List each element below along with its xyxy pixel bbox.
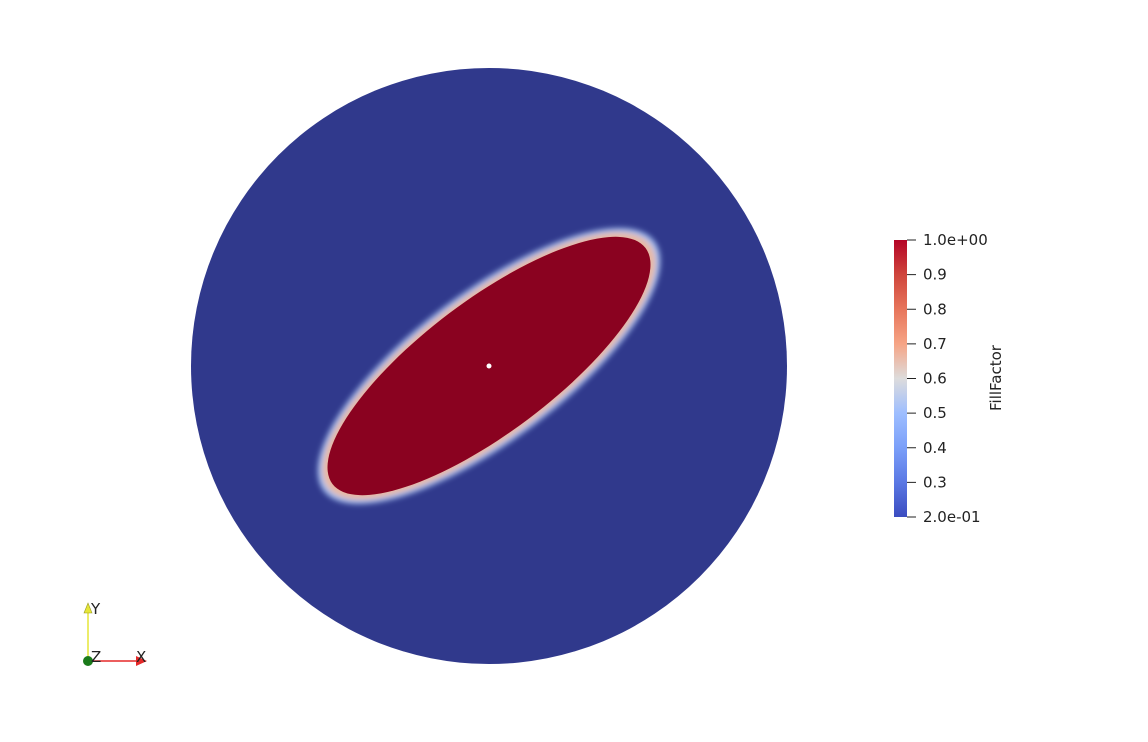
orientation-axes: Y X Z bbox=[83, 600, 147, 666]
scalar-bar-tick-label: 0.3 bbox=[923, 473, 947, 491]
scalar-bar-tick-label: 0.5 bbox=[923, 404, 947, 422]
scalar-bar-tick-label: 1.0e+00 bbox=[923, 231, 988, 249]
scalar-bar-title: FillFactor bbox=[987, 344, 1005, 411]
scalar-bar-tick-label: 0.4 bbox=[923, 439, 947, 457]
scalar-bar-tick-label: 2.0e-01 bbox=[923, 508, 981, 526]
scalar-bar-tick-label: 0.6 bbox=[923, 370, 947, 388]
x-axis-label: X bbox=[136, 648, 146, 666]
scalar-bar: 1.0e+00 0.9 0.8 0.7 0.6 0.5 0.4 0.3 2.0e-01 Fill… bbox=[894, 231, 1005, 526]
scalar-bar-tick-label: 0.7 bbox=[923, 335, 947, 353]
scalar-bar-tick-label: 0.8 bbox=[923, 300, 947, 318]
z-axis-label: Z bbox=[91, 648, 101, 666]
x-axis-arrow bbox=[136, 656, 147, 666]
y-axis-label: Y bbox=[90, 600, 101, 618]
y-axis-arrow bbox=[83, 602, 93, 614]
scalar-bar-gradient bbox=[894, 240, 907, 517]
center-point bbox=[486, 363, 492, 369]
z-axis-dot bbox=[83, 656, 93, 666]
scalar-bar-tick-label: 0.9 bbox=[923, 266, 947, 284]
